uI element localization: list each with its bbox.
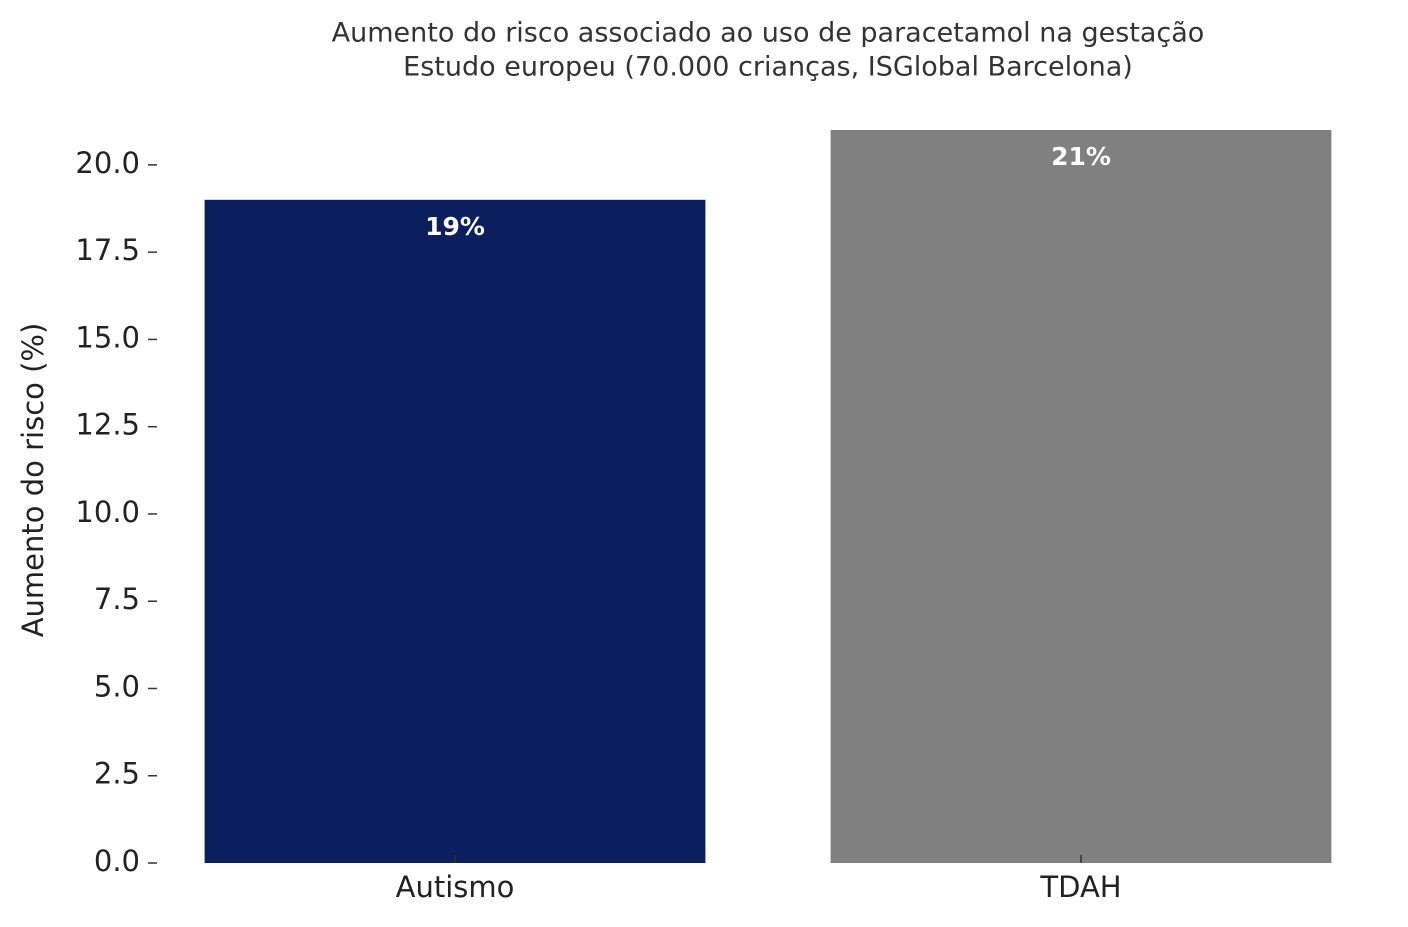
chart-subtitle: Estudo europeu (70.000 crianças, ISGloba…	[403, 52, 1133, 83]
y-tick-label: 0.0	[94, 844, 140, 878]
bar	[204, 199, 706, 864]
value-label: 21%	[1051, 142, 1111, 171]
y-tick-label: 10.0	[75, 495, 140, 529]
y-tick-label: 5.0	[94, 669, 140, 703]
y-tick-label: 15.0	[75, 320, 140, 354]
y-tick-label: 20.0	[75, 146, 140, 180]
x-tick-label: Autismo	[396, 870, 515, 904]
x-tick-label: TDAH	[1039, 870, 1121, 904]
bar	[830, 130, 1332, 863]
y-tick-label: 12.5	[75, 408, 140, 442]
chart-title: Aumento do risco associado ao uso de par…	[332, 18, 1205, 49]
y-axis-label: Aumento do risco (%)	[16, 323, 50, 638]
value-label: 19%	[425, 212, 485, 241]
y-tick-label: 17.5	[75, 233, 140, 267]
y-tick-label: 2.5	[94, 757, 140, 791]
y-tick-label: 7.5	[94, 582, 140, 616]
